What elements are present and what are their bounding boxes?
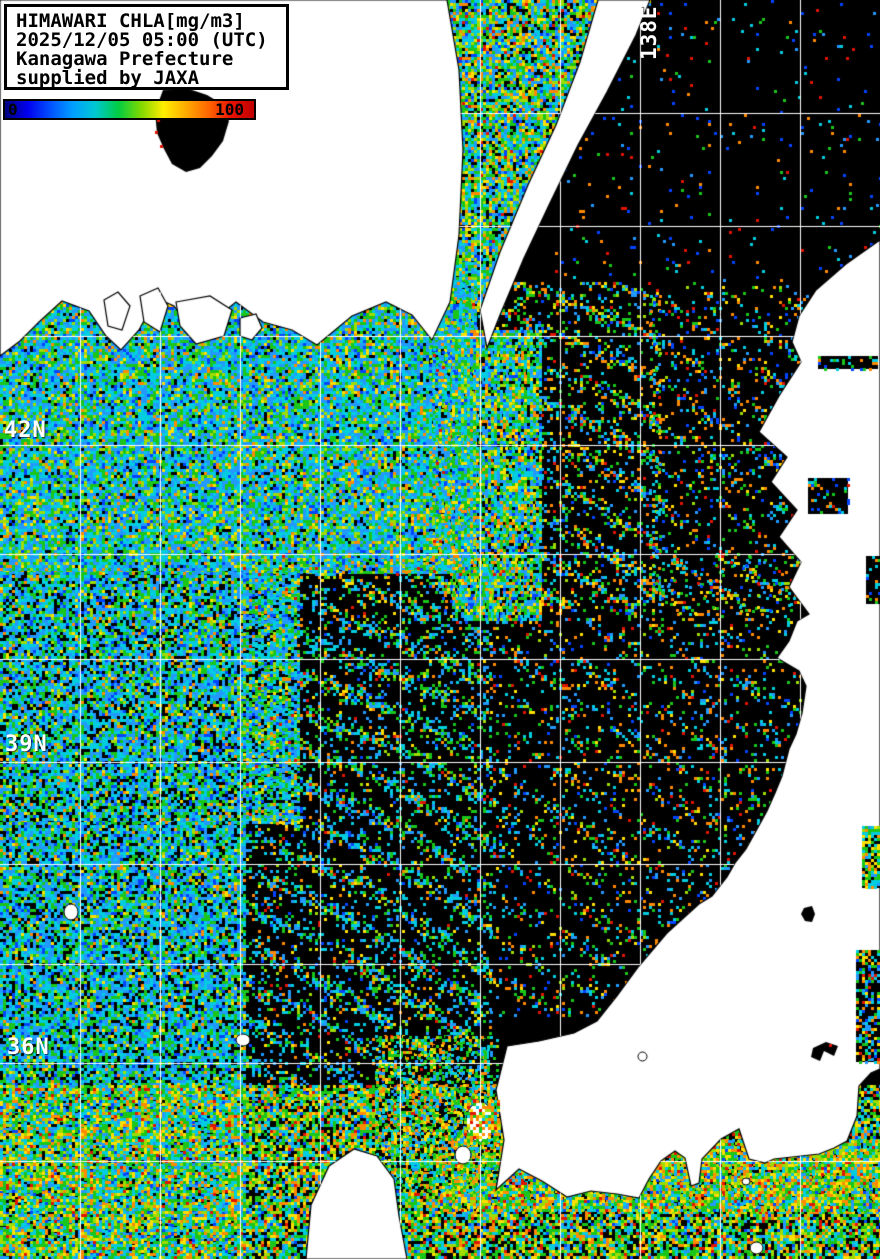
- lon-label-138e: 138E: [637, 5, 661, 60]
- colorbar-max-label: 100: [215, 100, 244, 119]
- colorbar: 0 100: [3, 99, 256, 120]
- product-title: HIMAWARI CHLA[mg/m3]: [16, 10, 245, 32]
- region-name: Kanagawa Prefecture: [16, 48, 234, 70]
- timestamp: 2025/12/05 05:00 (UTC): [16, 29, 268, 51]
- title-box: HIMAWARI CHLA[mg/m3] 2025/12/05 05:00 (U…: [4, 4, 289, 90]
- colorbar-min-label: 0: [8, 100, 18, 119]
- lat-label-36n: 36N: [7, 1035, 50, 1060]
- lat-label-39n: 39N: [5, 732, 48, 757]
- credit: supplied by JAXA: [16, 67, 200, 89]
- lat-label-42n: 42N: [4, 418, 47, 443]
